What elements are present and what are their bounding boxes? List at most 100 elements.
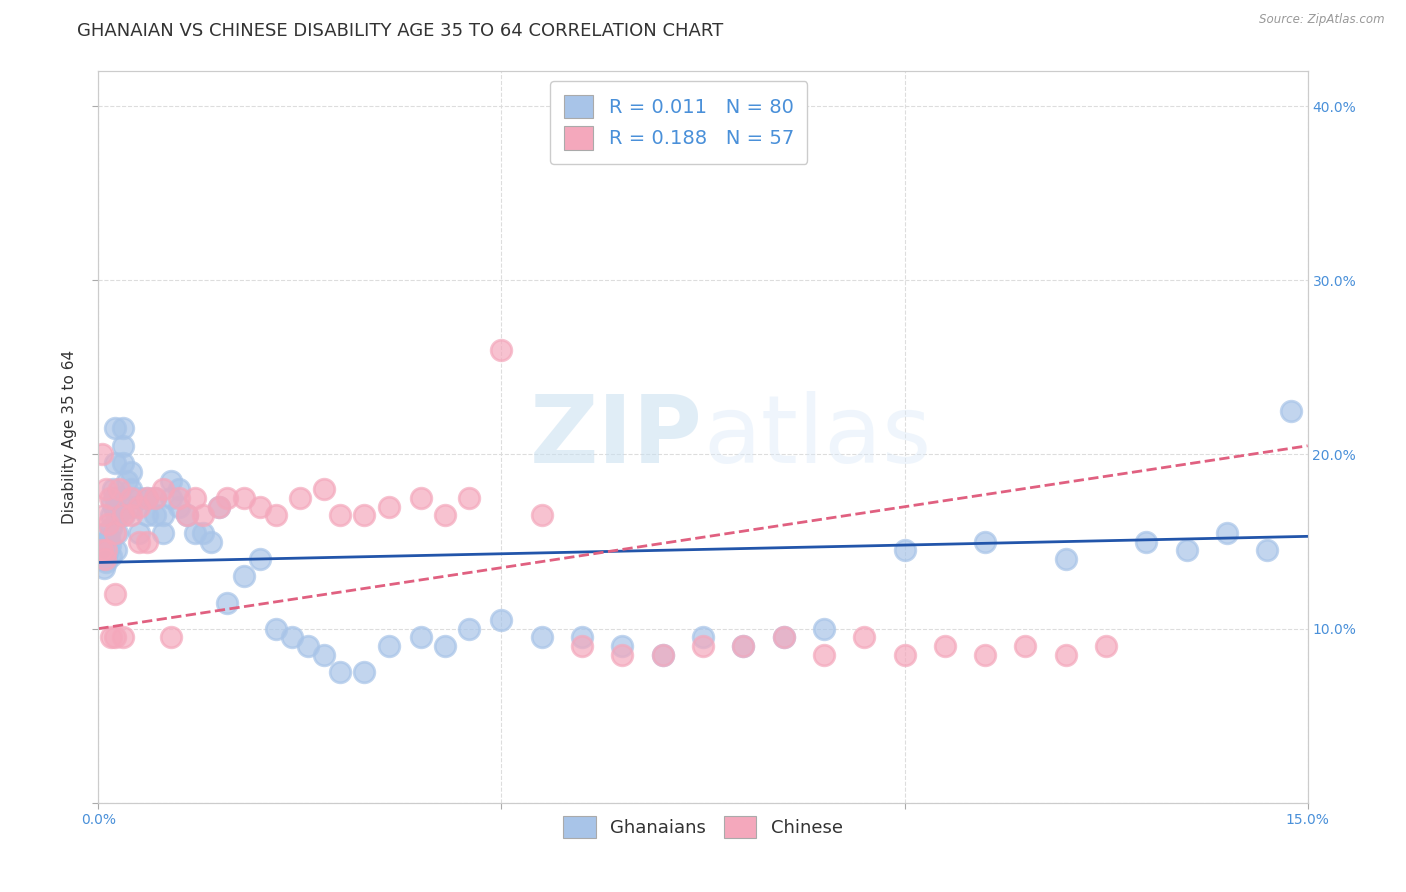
- Point: [530, 631, 553, 645]
- Point: [135, 508, 157, 523]
- Point: [314, 483, 336, 497]
- Point: [135, 491, 157, 505]
- Point: [458, 491, 481, 505]
- Point: [120, 508, 142, 523]
- Point: [96, 525, 118, 540]
- Point: [103, 525, 125, 540]
- Point: [491, 343, 513, 357]
- Point: [143, 491, 166, 505]
- Point: [1175, 543, 1198, 558]
- Point: [176, 508, 198, 523]
- Text: ZIP: ZIP: [530, 391, 703, 483]
- Y-axis label: Disability Age 35 to 64: Disability Age 35 to 64: [62, 350, 77, 524]
- Point: [264, 508, 287, 523]
- Point: [651, 648, 673, 662]
- Point: [91, 543, 114, 558]
- Point: [314, 648, 336, 662]
- Point: [160, 491, 183, 505]
- Point: [217, 595, 239, 609]
- Point: [458, 622, 481, 636]
- Point: [530, 508, 553, 523]
- Point: [377, 639, 399, 653]
- Text: Source: ZipAtlas.com: Source: ZipAtlas.com: [1260, 13, 1385, 27]
- Point: [893, 543, 915, 558]
- Point: [813, 622, 835, 636]
- Point: [100, 631, 122, 645]
- Point: [128, 534, 150, 549]
- Point: [217, 491, 239, 505]
- Point: [167, 491, 190, 505]
- Point: [232, 569, 254, 583]
- Point: [329, 508, 352, 523]
- Point: [91, 448, 114, 462]
- Point: [1054, 648, 1077, 662]
- Point: [128, 500, 150, 514]
- Point: [1014, 639, 1036, 653]
- Point: [103, 491, 125, 505]
- Point: [96, 556, 118, 570]
- Point: [120, 465, 142, 479]
- Point: [152, 525, 174, 540]
- Point: [434, 639, 457, 653]
- Point: [120, 491, 142, 505]
- Point: [167, 483, 190, 497]
- Point: [152, 483, 174, 497]
- Point: [329, 665, 352, 680]
- Point: [160, 631, 183, 645]
- Point: [297, 639, 319, 653]
- Point: [103, 631, 125, 645]
- Point: [96, 549, 118, 563]
- Point: [96, 483, 118, 497]
- Point: [893, 648, 915, 662]
- Point: [135, 534, 157, 549]
- Point: [571, 631, 593, 645]
- Point: [1216, 525, 1239, 540]
- Point: [94, 534, 117, 549]
- Point: [152, 508, 174, 523]
- Point: [97, 543, 120, 558]
- Point: [96, 543, 118, 558]
- Point: [193, 508, 215, 523]
- Point: [103, 587, 125, 601]
- Point: [409, 491, 432, 505]
- Point: [93, 508, 115, 523]
- Point: [105, 543, 128, 558]
- Point: [128, 525, 150, 540]
- Point: [120, 483, 142, 497]
- Point: [111, 421, 134, 435]
- Point: [1054, 552, 1077, 566]
- Point: [111, 631, 134, 645]
- Point: [94, 552, 117, 566]
- Point: [94, 552, 117, 566]
- Point: [128, 491, 150, 505]
- Point: [101, 496, 124, 510]
- Point: [377, 500, 399, 514]
- Point: [1281, 404, 1303, 418]
- Point: [692, 639, 714, 653]
- Text: atlas: atlas: [703, 391, 931, 483]
- Point: [176, 508, 198, 523]
- Point: [974, 648, 997, 662]
- Point: [974, 534, 997, 549]
- Point: [208, 500, 231, 514]
- Point: [184, 525, 207, 540]
- Point: [772, 631, 794, 645]
- Point: [111, 439, 134, 453]
- Point: [733, 639, 755, 653]
- Point: [281, 631, 304, 645]
- Point: [353, 665, 375, 680]
- Point: [103, 456, 125, 470]
- Point: [107, 508, 129, 523]
- Point: [111, 456, 134, 470]
- Point: [651, 648, 673, 662]
- Point: [103, 503, 125, 517]
- Point: [1256, 543, 1278, 558]
- Point: [1095, 639, 1118, 653]
- Point: [100, 549, 122, 563]
- Text: GHANAIAN VS CHINESE DISABILITY AGE 35 TO 64 CORRELATION CHART: GHANAIAN VS CHINESE DISABILITY AGE 35 TO…: [77, 22, 724, 40]
- Point: [98, 491, 121, 505]
- Point: [249, 552, 271, 566]
- Point: [100, 521, 122, 535]
- Point: [353, 508, 375, 523]
- Point: [120, 500, 142, 514]
